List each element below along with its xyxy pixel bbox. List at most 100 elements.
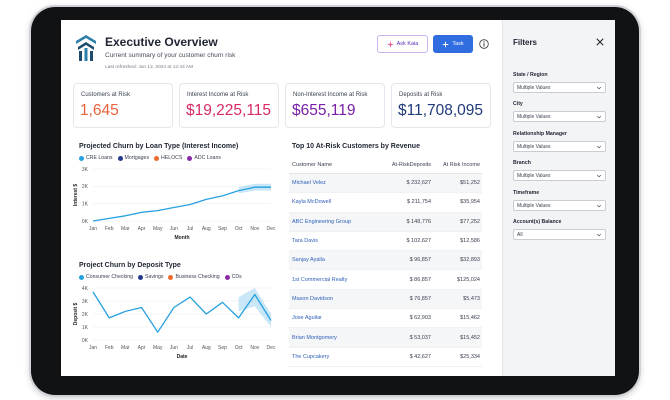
chevron-down-icon [596, 115, 602, 118]
legend-label: HELOCS [161, 155, 183, 161]
series-line [92, 291, 272, 333]
select-value: Multiple Values [517, 113, 551, 120]
x-tick-label: Feb [105, 226, 114, 232]
forecast-band [238, 288, 271, 327]
customer-name-link[interactable]: Mason Davidson [292, 295, 333, 302]
y-tick-label: 0K [82, 219, 89, 225]
legend-item[interactable]: Mortgages [117, 155, 149, 161]
cell-deposits: $ 148,776 [406, 218, 431, 225]
kpi-card-interest-income[interactable]: Interest Income at Risk $19,225,115 [179, 83, 279, 128]
table-row[interactable]: Michael Velez $ 232,627 $51,252 [289, 174, 482, 194]
y-axis-label: Deposit $ [73, 303, 79, 326]
x-axis-label: Date [177, 354, 188, 360]
task-label: Task [452, 41, 464, 47]
add-task-button[interactable]: Task [433, 35, 473, 53]
sparkle-icon [386, 40, 394, 48]
cell-deposits: $ 96,857 [409, 257, 431, 264]
customer-name-link[interactable]: Jose Aguilar [292, 315, 322, 322]
table-row[interactable]: Tara Davis $ 102,627 $12,586 [289, 232, 482, 252]
customer-name-link[interactable]: ABC Engineering Group [292, 218, 352, 225]
x-tick-label: Feb [105, 345, 114, 351]
filters-panel: Filters State / Region Multiple Values C… [502, 20, 615, 376]
cell-income: $51,252 [460, 180, 480, 187]
chart1-legend: CRE Loans Mortgages HELOCS ADC Loans [79, 155, 221, 161]
last-refreshed: Last refreshed: Jun 12, 2024 at 12:44 AM [105, 65, 194, 70]
table-row[interactable]: The Cupcakery $ 42,627 $25,334 [289, 348, 482, 367]
info-icon[interactable] [479, 39, 489, 49]
x-tick-label: Dec [267, 345, 276, 351]
kpi-label: Deposits at Risk [399, 92, 443, 98]
table-row[interactable]: Mason Davidson $ 76,857 $5,473 [289, 289, 482, 310]
legend-item[interactable]: Business Checking [168, 274, 220, 280]
column-header[interactable]: At-RiskDeposits [391, 162, 431, 168]
kpi-label: Non-Interest Income at Risk [293, 92, 368, 98]
kpi-card-non-interest-income[interactable]: Non-Interest Income at Risk $655,119 [285, 83, 385, 128]
legend-item[interactable]: CDs [224, 274, 242, 280]
table-row[interactable]: Jose Aguilar $ 62,903 $15,462 [289, 309, 482, 329]
kpi-card-customers[interactable]: Customers at Risk 1,645 [73, 83, 173, 128]
select-value: Multiple Values [517, 84, 551, 91]
city-select[interactable]: Multiple Values [513, 111, 606, 122]
legend-item[interactable]: Savings [138, 274, 163, 280]
cell-deposits: $ 42,627 [409, 353, 431, 360]
chevron-down-icon [596, 233, 602, 236]
legend-label: Consumer Checking [86, 274, 133, 280]
table-row[interactable]: Brian Montgomery $ 53,037 $15,452 [289, 328, 482, 348]
filter-label: City [513, 101, 523, 107]
branch-select[interactable]: Multiple Values [513, 170, 606, 181]
select-value: Multiple Values [517, 172, 551, 179]
customer-name-link[interactable]: Michael Velez [292, 180, 326, 187]
timeframe-select[interactable]: Multiple Values [513, 200, 606, 211]
y-tick-label: 1K [82, 325, 89, 331]
y-tick-label: 1K [82, 201, 89, 207]
customer-name-link[interactable]: Tara Davis [292, 238, 318, 245]
kpi-card-deposits[interactable]: Deposits at Risk $11,708,095 [391, 83, 491, 128]
customer-name-link[interactable]: The Cupcakery [292, 353, 330, 360]
plus-icon [443, 41, 449, 47]
customer-name-link[interactable]: Brian Montgomery [292, 334, 337, 341]
legend-item[interactable]: HELOCS [154, 155, 182, 161]
customer-name-link[interactable]: Sanjay Ayalla [292, 257, 325, 264]
x-tick-label: May [153, 226, 163, 232]
y-tick-label: 2K [82, 184, 89, 190]
x-tick-label: Oct [235, 345, 243, 351]
at-risk-customers-table: Customer Name At-RiskDeposits At Risk In… [289, 157, 482, 367]
table-title: Top 10 At-Risk Customers by Revenue [292, 143, 420, 150]
table-row[interactable]: Sanjay Ayalla $ 96,857 $32,893 [289, 251, 482, 271]
cell-deposits: $ 53,037 [409, 334, 431, 341]
close-icon[interactable] [596, 38, 604, 46]
state-region-select[interactable]: Multiple Values [513, 82, 606, 93]
ask-kaia-button[interactable]: Ask Kaia [377, 35, 428, 53]
x-tick-label: Jun [170, 226, 178, 232]
cell-deposits: $ 211,754 [406, 199, 431, 206]
cell-income: $15,452 [460, 334, 480, 341]
filter-label: State / Region [513, 72, 548, 78]
company-logo-icon [76, 35, 96, 61]
kpi-value: $655,119 [292, 102, 356, 119]
x-tick-label: Mar [121, 226, 130, 232]
table-row[interactable]: 1st Commercial Realty $ 86,857 $125,024 [289, 270, 482, 290]
legend-item[interactable]: ADC Loans [187, 155, 221, 161]
legend-item[interactable]: Consumer Checking [79, 274, 133, 280]
chart2-legend: Consumer Checking Savings Business Check… [79, 274, 242, 280]
x-axis-label: Month [175, 235, 190, 241]
filter-account-balance: Account(s) Balance All [513, 219, 606, 240]
table-row[interactable]: ABC Engineering Group $ 148,776 $77,252 [289, 212, 482, 232]
chevron-down-icon [596, 86, 602, 89]
x-tick-label: Jun [170, 345, 178, 351]
x-tick-label: Aug [202, 226, 211, 232]
x-tick-label: Apr [138, 345, 146, 351]
select-value: Multiple Values [517, 143, 551, 150]
account-balance-select[interactable]: All [513, 229, 606, 240]
legend-item[interactable]: CRE Loans [79, 155, 113, 161]
cell-income: $125,024 [457, 276, 480, 283]
customer-name-link[interactable]: 1st Commercial Realty [292, 276, 348, 283]
filter-state-region: State / Region Multiple Values [513, 72, 606, 93]
column-header[interactable]: At Risk Income [443, 162, 480, 168]
table-row[interactable]: Kayla McDowell $ 211,754 $35,954 [289, 193, 482, 213]
column-header[interactable]: Customer Name [292, 162, 333, 168]
cell-income: $25,334 [460, 353, 480, 360]
customer-name-link[interactable]: Kayla McDowell [292, 199, 332, 206]
relationship-manager-select[interactable]: Multiple Values [513, 141, 606, 152]
